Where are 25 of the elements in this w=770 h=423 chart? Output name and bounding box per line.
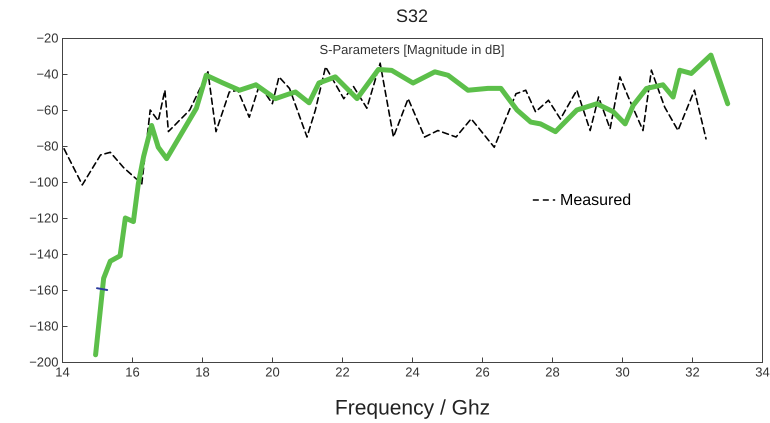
x-tick-label: 28	[545, 364, 560, 380]
y-tick-label: −180	[29, 318, 58, 334]
x-tick-label: 26	[475, 364, 490, 380]
x-axis-title: Frequency / Ghz	[334, 396, 490, 420]
chart-title: S32	[396, 6, 428, 26]
x-tick-label: 32	[685, 364, 700, 380]
x-tick-label: 20	[265, 364, 280, 380]
y-tick-label: −100	[29, 174, 58, 190]
x-tick-label: 30	[615, 364, 630, 380]
x-tick-label: 18	[195, 364, 210, 380]
line-series	[63, 62, 707, 186]
y-tick-label: −40	[36, 66, 58, 82]
y-tick-label: −160	[29, 282, 58, 298]
y-tick-label: −200	[29, 354, 58, 370]
y-tick-label: −60	[36, 102, 58, 118]
x-tick-label: 24	[405, 364, 420, 380]
x-tick-label: 34	[755, 364, 770, 380]
x-tick-label: 22	[335, 364, 350, 380]
chart-subtitle: S-Parameters [Magnitude in dB]	[320, 42, 504, 57]
y-tick-label: −20	[36, 30, 58, 46]
legend-label: Measured	[560, 192, 632, 209]
y-tick-label: −140	[29, 246, 58, 262]
x-tick-label: 16	[125, 364, 140, 380]
y-tick-label: −120	[29, 210, 58, 226]
y-tick-label: −80	[36, 138, 58, 154]
